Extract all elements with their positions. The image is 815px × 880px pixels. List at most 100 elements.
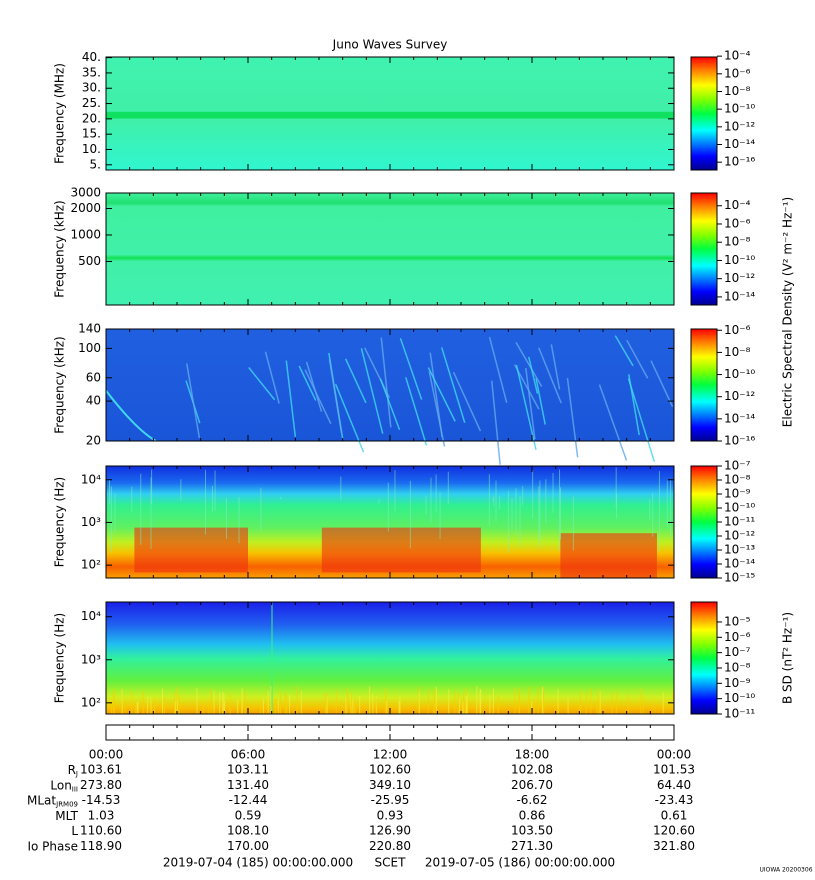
colorbar-tick-label: 10⁻⁵ [724, 614, 751, 628]
texture [304, 369, 332, 424]
colorbar [690, 601, 718, 715]
colorbar-tick-label: 10⁻¹⁰ [724, 102, 755, 116]
spectrogram [106, 602, 674, 714]
spectrogram [106, 57, 674, 170]
colorbar-tick-label: 10⁻⁸ [724, 345, 751, 359]
texture [328, 359, 343, 433]
y-tick-label: 10² [81, 558, 101, 572]
texture [186, 363, 201, 439]
colorbar-tick-label: 10⁻¹² [724, 529, 755, 543]
texture [427, 367, 456, 422]
colorbar-tick-label: 10⁻⁷ [724, 459, 751, 473]
texture [248, 367, 276, 401]
ephemeris-label-main: MLT [55, 808, 78, 822]
texture [344, 358, 367, 404]
ephemeris-value: 120.60 [653, 824, 695, 838]
colorbar-tick-label: 10⁻¹¹ [724, 515, 755, 529]
texture [105, 389, 157, 442]
texture [264, 351, 280, 404]
ephemeris-value: 273.80 [80, 778, 122, 792]
colorbar-tick-label: 10⁻⁴ [724, 198, 751, 212]
colorbar-label: Electric Spectral Density (V² m⁻² Hz⁻¹) [781, 197, 795, 427]
y-tick-label: 40. [82, 50, 101, 64]
ephemeris-label: RJ [68, 763, 78, 779]
y-tick-label: 15. [82, 127, 101, 141]
colorbar-tick-label: 10⁻¹⁶ [724, 434, 755, 448]
ephemeris-label-sub: J [75, 770, 78, 778]
time-label: 00:00 [657, 748, 692, 762]
texture [380, 337, 392, 428]
ephemeris-value: 206.70 [511, 778, 553, 792]
ephemeris-value: 170.00 [227, 839, 269, 853]
ephemeris-value: 349.10 [369, 778, 411, 792]
texture [298, 365, 317, 401]
ephemeris-label: MLatJRM09 [27, 793, 78, 809]
colorbar [690, 328, 718, 442]
y-tick-label: 3000 [70, 186, 101, 200]
texture [399, 338, 423, 400]
ephemeris-label-main: MLat [27, 793, 56, 807]
colorbar-tick-label: 10⁻⁷ [724, 645, 751, 659]
ephemeris-value: 103.11 [227, 763, 269, 777]
colorbar-tick-label: 10⁻¹¹ [724, 707, 755, 721]
texture [538, 347, 562, 404]
colorbar-tick-label: 10⁻¹⁰ [724, 253, 755, 267]
y-tick-label: 10³ [81, 515, 101, 529]
texture [515, 364, 537, 450]
colorbar-tick-label: 10⁻⁶ [724, 323, 751, 337]
texture [452, 371, 482, 432]
ephemeris-value: 0.93 [377, 808, 404, 822]
texture [321, 527, 481, 573]
colorbar-tick-label: 10⁻¹⁴ [724, 137, 755, 151]
colorbar [690, 192, 718, 306]
y-tick-label: 10³ [81, 652, 101, 666]
colorbar-tick-label: 10⁻¹⁰ [724, 501, 755, 515]
ephemeris-value: 0.61 [661, 808, 688, 822]
ephemeris-value: 102.08 [511, 763, 553, 777]
colorbar-tick-label: 10⁻¹⁰ [724, 691, 755, 705]
ephemeris-value: 64.40 [657, 778, 691, 792]
texture [428, 371, 446, 447]
ephemeris-label-main: Lon [50, 778, 71, 792]
ephemeris-value: 0.59 [235, 808, 262, 822]
colorbar-tick-label: 10⁻¹⁶ [724, 155, 755, 169]
colorbar-tick-label: 10⁻¹² [724, 389, 755, 403]
y-axis-label: Frequency (Hz) [53, 613, 67, 704]
texture [535, 378, 546, 425]
texture [614, 335, 634, 367]
y-tick-label: 100 [78, 341, 101, 355]
colorbar-tick-label: 10⁻⁹ [724, 676, 751, 690]
ephemeris-label-sub: III [72, 785, 78, 793]
ephemeris-value: 1.03 [88, 808, 115, 822]
y-axis-label: Frequency (Hz) [53, 477, 67, 568]
texture [515, 341, 543, 387]
ephemeris-value: 321.80 [653, 839, 695, 853]
scet-label: SCET [375, 856, 407, 870]
texture [566, 378, 579, 458]
colorbar-tick-label: 10⁻¹³ [724, 543, 755, 557]
y-tick-label: 10² [81, 695, 101, 709]
y-tick-label: 20 [86, 434, 101, 448]
y-tick-label: 35. [82, 65, 101, 79]
time-label: 18:00 [515, 748, 550, 762]
texture [626, 339, 649, 379]
y-tick-label: 10. [82, 142, 101, 156]
colorbar [690, 465, 718, 579]
texture [550, 344, 561, 390]
stamp: UIOWA 20200306 [759, 867, 812, 874]
y-axis-label: Frequency (kHz) [53, 336, 67, 433]
colorbar-tick-label: 10⁻⁶ [724, 216, 751, 230]
y-axis-label: Frequency (MHz) [53, 63, 67, 164]
y-tick-label: 140 [78, 322, 101, 336]
colorbar-tick-label: 10⁻¹⁴ [724, 557, 755, 571]
ephemeris-value: 103.61 [80, 763, 122, 777]
texture [405, 377, 428, 446]
ephemeris-value: 220.80 [369, 839, 411, 853]
end-time: 2019-07-05 (186) 00:00:00.000 [425, 856, 615, 870]
texture [285, 360, 297, 437]
colorbar-tick-label: 10⁻¹² [724, 119, 755, 133]
ephemeris-label-main: L [71, 824, 78, 838]
texture [440, 347, 466, 423]
spectrogram [106, 193, 674, 305]
